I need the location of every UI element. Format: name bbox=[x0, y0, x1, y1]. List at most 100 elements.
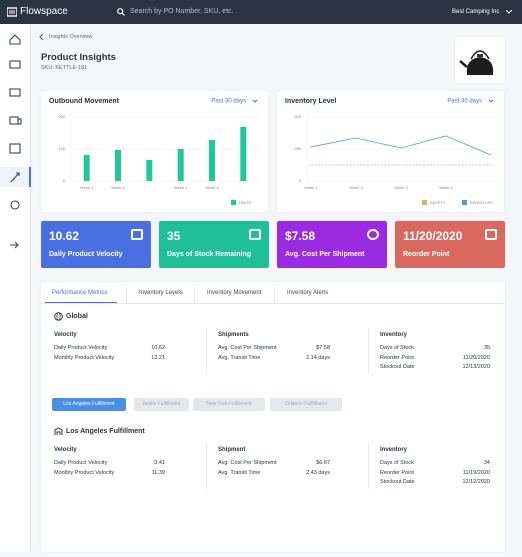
kpi-value: 10.62 bbox=[49, 229, 80, 243]
kpi-icon bbox=[249, 229, 261, 240]
kpi-label: Daily Product Velocity bbox=[49, 251, 123, 258]
tab-divider bbox=[41, 303, 505, 304]
metric-label: Avg. Transit Time bbox=[218, 354, 261, 361]
column-heading: Inventory bbox=[380, 332, 408, 338]
location-button[interactable]: Orlando Fulfillment bbox=[270, 398, 342, 411]
metric-label: Stockout Date bbox=[380, 364, 415, 370]
kpi-icon bbox=[485, 229, 497, 240]
tab[interactable]: Inventory Alerts bbox=[287, 290, 329, 296]
period-caret bbox=[488, 99, 494, 103]
y-tick-label: 100 bbox=[58, 146, 65, 151]
kpi-value: $7.58 bbox=[285, 229, 316, 243]
sku: SKU: KETTLE-181 bbox=[41, 65, 88, 71]
metric-label: Days of Stock bbox=[380, 460, 414, 466]
legend-label: INVENTORY bbox=[470, 200, 494, 205]
chart-card: Outbound Movement Past 30 days 0 100 200 Week… bbox=[41, 91, 268, 212]
chart: Outbound Movement Past 30 days 0 100 200 Week… bbox=[49, 98, 259, 205]
metric-label: Days of Stock bbox=[380, 345, 414, 351]
y-tick-label: 0 bbox=[299, 178, 302, 183]
logo[interactable]: Flowspace bbox=[20, 6, 68, 17]
period-select[interactable]: Past 30 days bbox=[211, 99, 246, 105]
metric-value: 11/19/2020 bbox=[462, 469, 490, 476]
tab[interactable]: Performance Metrics bbox=[52, 290, 108, 296]
metrics-panel bbox=[41, 282, 505, 552]
warehouse-icon bbox=[54, 427, 63, 435]
x-tick-label: Week 1 bbox=[304, 185, 318, 190]
kpi-label: Avg. Cost Per Shipment bbox=[285, 251, 365, 258]
location-button[interactable]: Los Angeles Fulfillment bbox=[52, 398, 126, 411]
y-tick-label: 200 bbox=[58, 114, 65, 119]
metric-value: 2.14 days bbox=[306, 354, 330, 361]
product-image bbox=[455, 37, 505, 83]
kpi-label: Reorder Point bbox=[403, 251, 450, 258]
column-heading: Shipment bbox=[218, 447, 246, 453]
bar bbox=[146, 159, 153, 181]
column-heading: Velocity bbox=[54, 332, 77, 338]
x-tick-label: Week 3 bbox=[394, 185, 408, 190]
bar bbox=[240, 126, 247, 181]
caret bbox=[506, 10, 512, 14]
back-arrow[interactable] bbox=[39, 34, 45, 40]
metric-value: 34 bbox=[483, 460, 490, 466]
legend-label: SAFETY bbox=[430, 200, 446, 205]
account-menu[interactable]: Best Camping Inc bbox=[452, 9, 500, 15]
bar bbox=[115, 149, 121, 181]
sidebar bbox=[0, 24, 31, 552]
x-tick-label: Week 2 bbox=[111, 185, 125, 190]
x-tick-label: Week 4 bbox=[439, 185, 453, 190]
metric-label: Avg. Cost Per Shipment bbox=[218, 345, 277, 351]
legend-swatch bbox=[422, 200, 427, 205]
metric-value: 12/12/2020 bbox=[462, 479, 490, 485]
metric-label: Reorder Point bbox=[380, 354, 414, 361]
metric-value: 12/13/2020 bbox=[462, 364, 490, 370]
legend-swatch bbox=[462, 200, 467, 205]
column-heading: Shipments bbox=[218, 332, 249, 338]
chart-title: Inventory Level bbox=[285, 98, 336, 105]
location-button[interactable]: Austin Fulfillment bbox=[134, 398, 189, 411]
metric-value: $6.67 bbox=[316, 460, 330, 466]
kpi-card: 10.62 Daily Product Velocity bbox=[41, 221, 151, 268]
metric-value: 11.39 bbox=[151, 469, 165, 476]
metric-value: $7.58 bbox=[316, 345, 330, 351]
bar bbox=[177, 149, 184, 181]
column-divider bbox=[206, 443, 207, 489]
tab-separator bbox=[126, 287, 127, 303]
kpi-icon bbox=[367, 229, 379, 240]
page-title: Product Insights bbox=[41, 52, 116, 63]
column-divider bbox=[206, 328, 207, 374]
y-tick-label: 500 bbox=[294, 114, 301, 119]
column-heading: Inventory bbox=[380, 447, 408, 453]
kpi-value: 35 bbox=[167, 229, 181, 243]
search-icon bbox=[117, 8, 125, 16]
kpi-card: $7.58 Avg. Cost Per Shipment bbox=[277, 221, 387, 268]
y-tick-label: 250 bbox=[294, 146, 301, 151]
search-input[interactable]: Search by PO Number, SKU, etc. bbox=[130, 8, 234, 15]
metric-label: Avg. Transit Time bbox=[218, 469, 261, 476]
tab[interactable]: Inventory Movement bbox=[207, 290, 262, 296]
column-heading: Velocity bbox=[54, 447, 77, 453]
x-tick-label: Week 4 bbox=[205, 185, 219, 190]
tab-underline bbox=[45, 302, 117, 303]
location-button[interactable]: New York Fulfillment bbox=[193, 398, 265, 411]
kettle bbox=[459, 50, 494, 75]
metric-value: 2.43 days bbox=[306, 469, 330, 476]
metric-value: 10.62 bbox=[151, 345, 165, 351]
metric-label: Monthly Product Velocity bbox=[54, 469, 115, 476]
metric-value: 13.21 bbox=[151, 354, 165, 361]
chart-card: Inventory Level Past 30 days 0 250 500 Week 1… bbox=[277, 91, 504, 212]
breadcrumb[interactable]: Insights Overview bbox=[49, 34, 93, 40]
kpi-icon bbox=[131, 229, 143, 240]
period-select[interactable]: Past 30 days bbox=[447, 99, 482, 105]
kpi-value: 11/20/2020 bbox=[403, 229, 463, 243]
metric-label: Reorder Point bbox=[380, 469, 414, 476]
section-title: Global bbox=[66, 313, 88, 320]
header: Flowspace Search by PO Number, SKU, etc.… bbox=[0, 0, 522, 24]
chart-title: Outbound Movement bbox=[49, 98, 120, 105]
chart: Inventory Level Past 30 days 0 250 500 Week 1… bbox=[285, 98, 495, 205]
tab[interactable]: Inventory Levels bbox=[139, 290, 183, 296]
warehouse bbox=[54, 427, 63, 435]
legend-label: UNITS bbox=[239, 200, 251, 205]
metric-label: Daily Product Velocity bbox=[54, 345, 108, 351]
section-title: Los Angeles Fulfillment bbox=[66, 428, 145, 435]
